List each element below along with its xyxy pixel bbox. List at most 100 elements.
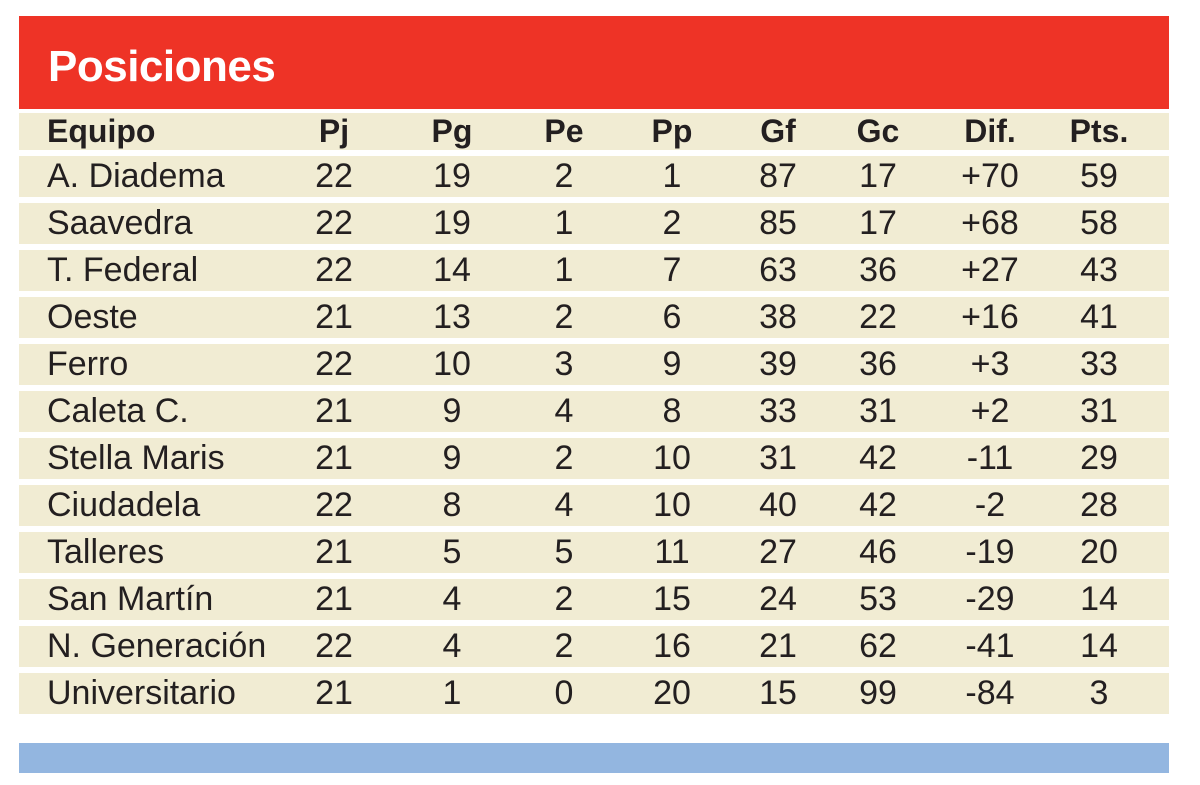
- pp-value: 20: [653, 674, 691, 712]
- pg-value: 10: [433, 345, 471, 383]
- pj-value: 22: [315, 204, 353, 242]
- pe-value: 0: [554, 674, 574, 712]
- pj-value: 22: [315, 627, 353, 665]
- pg-value: 19: [433, 157, 471, 195]
- pp-value: 15: [653, 580, 691, 618]
- team-name: Oeste: [47, 298, 138, 336]
- team-name: Talleres: [47, 533, 165, 571]
- pp-value: 16: [653, 627, 691, 665]
- column-header-pj: Pj: [318, 113, 350, 149]
- pe-value: 2: [554, 627, 574, 665]
- pe-value: 4: [554, 392, 574, 430]
- pe-value: 1: [554, 251, 574, 289]
- pts-value: 20: [1080, 533, 1118, 571]
- pe-value: 2: [554, 298, 574, 336]
- pe-value: 2: [554, 157, 574, 195]
- pg-value: 4: [442, 580, 462, 618]
- pts-value: 14: [1080, 627, 1118, 665]
- table-row: Stella Maris 21 9 2 10 31 42 -11 29: [19, 438, 1169, 479]
- pg-value: 13: [433, 298, 471, 336]
- pp-value: 1: [662, 157, 682, 195]
- pe-value: 2: [554, 580, 574, 618]
- gc-value: 99: [859, 674, 897, 712]
- gc-value: 17: [859, 157, 897, 195]
- gc-value: 36: [859, 251, 897, 289]
- pts-value: 33: [1080, 345, 1118, 383]
- standings-table: Equipo Pj Pg Pe Pp Gf Gc Dif. Pts. A. Di…: [19, 113, 1169, 720]
- pg-value: 1: [442, 674, 462, 712]
- table-row: Oeste 21 13 2 6 38 22 +16 41: [19, 297, 1169, 338]
- gf-value: 39: [759, 345, 797, 383]
- team-name: Caleta C.: [47, 392, 189, 430]
- pe-value: 3: [554, 345, 574, 383]
- pts-value: 43: [1080, 251, 1118, 289]
- pp-value: 10: [653, 439, 691, 477]
- gf-value: 33: [759, 392, 797, 430]
- pp-value: 7: [662, 251, 682, 289]
- column-header-pp: Pp: [651, 113, 693, 149]
- gf-value: 15: [759, 674, 797, 712]
- column-header-gc: Gc: [856, 113, 900, 149]
- pg-value: 9: [442, 439, 462, 477]
- pp-value: 9: [662, 345, 682, 383]
- pe-value: 5: [554, 533, 574, 571]
- pp-value: 2: [662, 204, 682, 242]
- pj-value: 22: [315, 251, 353, 289]
- pg-value: 4: [442, 627, 462, 665]
- pe-value: 4: [554, 486, 574, 524]
- footer-bar: [19, 743, 1169, 773]
- column-header-dif: Dif.: [964, 113, 1016, 149]
- dif-value: +3: [970, 345, 1010, 383]
- gc-value: 62: [859, 627, 897, 665]
- column-header-pe: Pe: [544, 113, 584, 149]
- table-row: Saavedra 22 19 1 2 85 17 +68 58: [19, 203, 1169, 244]
- page-title: Posiciones: [48, 42, 276, 91]
- gc-value: 42: [859, 439, 897, 477]
- table-row: Talleres 21 5 5 11 27 46 -19 20: [19, 532, 1169, 573]
- dif-value: -19: [965, 533, 1015, 571]
- gc-value: 46: [859, 533, 897, 571]
- table-row: Universitario 21 1 0 20 15 99 -84 3: [19, 673, 1169, 714]
- pe-value: 1: [554, 204, 574, 242]
- gf-value: 38: [759, 298, 797, 336]
- pe-value: 2: [554, 439, 574, 477]
- gf-value: 85: [759, 204, 797, 242]
- gf-value: 24: [759, 580, 797, 618]
- pp-value: 6: [662, 298, 682, 336]
- gf-value: 63: [759, 251, 797, 289]
- team-name: A. Diadema: [47, 157, 225, 195]
- table-row: San Martín 21 4 2 15 24 53 -29 14: [19, 579, 1169, 620]
- pj-value: 21: [315, 674, 353, 712]
- dif-value: -2: [974, 486, 1006, 524]
- dif-value: +68: [961, 204, 1019, 242]
- pj-value: 21: [315, 439, 353, 477]
- gf-value: 27: [759, 533, 797, 571]
- table-row: T. Federal 22 14 1 7 63 36 +27 43: [19, 250, 1169, 291]
- pj-value: 22: [315, 345, 353, 383]
- dif-value: +2: [970, 392, 1010, 430]
- table-row: N. Generación 22 4 2 16 21 62 -41 14: [19, 626, 1169, 667]
- pts-value: 59: [1080, 157, 1118, 195]
- pts-value: 28: [1080, 486, 1118, 524]
- pts-value: 58: [1080, 204, 1118, 242]
- gc-value: 31: [859, 392, 897, 430]
- team-name: T. Federal: [47, 251, 199, 289]
- table-row: A. Diadema 22 19 2 1 87 17 +70 59: [19, 156, 1169, 197]
- pg-value: 9: [442, 392, 462, 430]
- dif-value: -84: [965, 674, 1015, 712]
- team-name: N. Generación: [47, 627, 267, 665]
- pts-value: 41: [1080, 298, 1118, 336]
- dif-value: +70: [961, 157, 1019, 195]
- column-header-pts: Pts.: [1069, 113, 1129, 149]
- pts-value: 14: [1080, 580, 1118, 618]
- gc-value: 53: [859, 580, 897, 618]
- pg-value: 14: [433, 251, 471, 289]
- pg-value: 19: [433, 204, 471, 242]
- pg-value: 8: [442, 486, 462, 524]
- team-name: San Martín: [47, 580, 214, 618]
- team-name: Ferro: [47, 345, 129, 383]
- title-banner: Posiciones: [19, 16, 1169, 109]
- pj-value: 21: [315, 298, 353, 336]
- team-name: Stella Maris: [47, 439, 225, 477]
- pj-value: 22: [315, 486, 353, 524]
